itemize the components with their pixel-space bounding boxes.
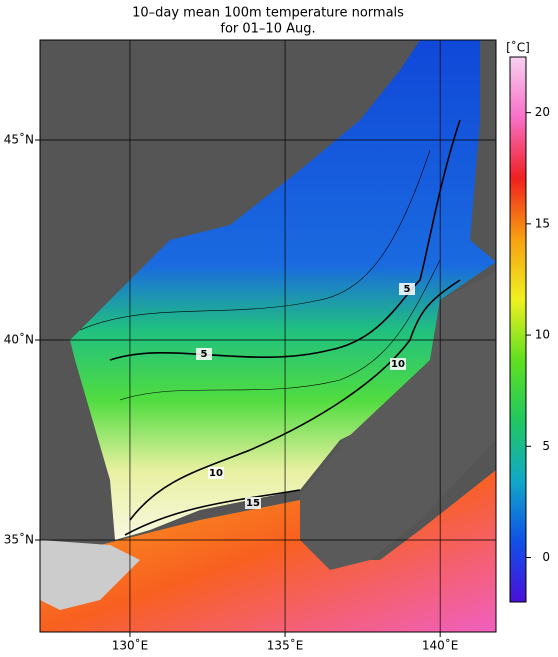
japan-sea <box>70 40 496 540</box>
title-line: 10–day mean 100m temperature normals <box>132 6 404 21</box>
colorbar <box>509 56 527 603</box>
map-area <box>40 40 496 632</box>
contour-line <box>124 489 301 536</box>
lat-tick-label: 40˚N <box>4 332 34 347</box>
map-frame <box>39 39 497 633</box>
title-line: for 01–10 Aug. <box>220 22 315 37</box>
contour-line <box>79 149 431 331</box>
south-sea <box>40 470 496 632</box>
colorbar-tick-label: 5 <box>542 439 550 453</box>
contour-line <box>129 279 461 521</box>
contour-label-box <box>196 348 212 360</box>
contour-label: 10 <box>391 359 405 370</box>
colorbar-tick-label: 10 <box>535 328 550 342</box>
shallow-shelf <box>40 540 140 610</box>
honshu <box>300 272 496 570</box>
lat-tick-label: 35˚N <box>4 532 34 547</box>
colorbar-tick-label: 0 <box>542 550 550 564</box>
lon-tick-label: 140˚E <box>422 638 459 653</box>
contour-label: 5 <box>201 349 208 360</box>
contour-label-box <box>399 283 415 295</box>
contour-label-box <box>390 358 406 370</box>
contour-label-box <box>245 497 261 509</box>
colorbar-unit: [˚C] <box>506 40 530 55</box>
lon-tick-label: 135˚E <box>267 638 304 653</box>
contour-label: 5 <box>404 284 411 295</box>
overlay: 5 5 10 10 15 <box>40 40 496 632</box>
contour-line <box>119 259 441 401</box>
contour-label-box <box>208 467 224 479</box>
lat-tick-label: 45˚N <box>4 132 34 147</box>
contour-label: 10 <box>209 468 223 479</box>
colorbar-tick-label: 20 <box>535 105 550 119</box>
lon-tick-label: 130˚E <box>112 638 149 653</box>
colorbar-tick-label: 15 <box>535 216 550 230</box>
contour-label: 15 <box>246 498 260 509</box>
